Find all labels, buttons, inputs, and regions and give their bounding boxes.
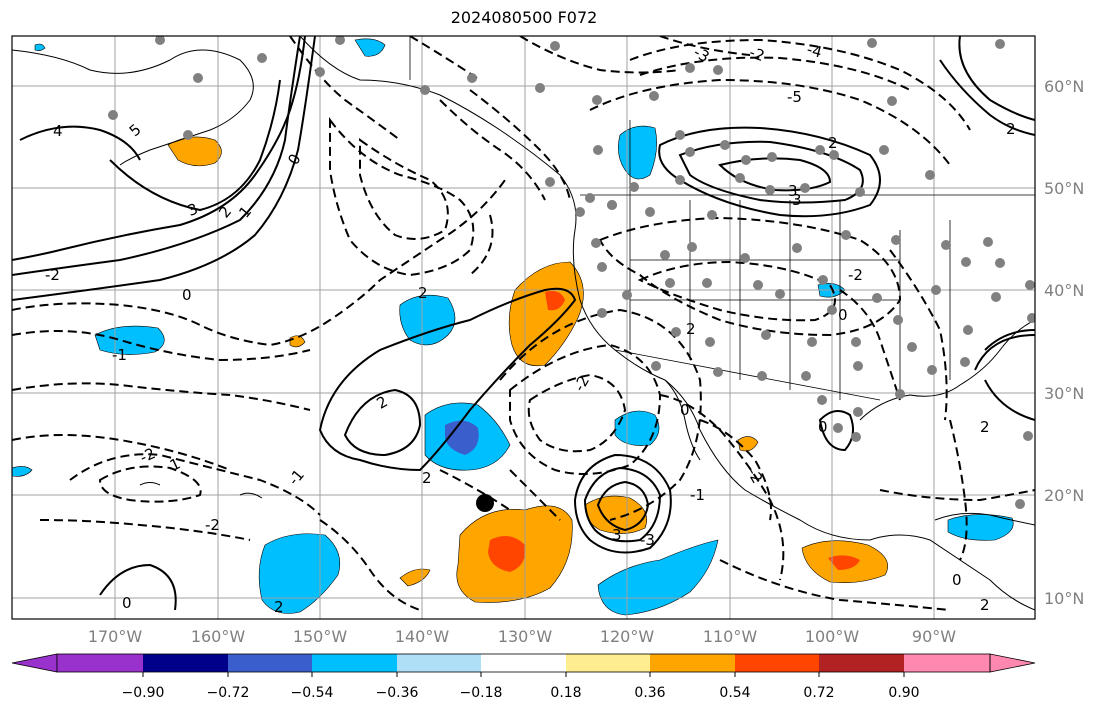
colorbar-segment xyxy=(904,654,990,672)
lon-label-100w: 100°W xyxy=(805,627,860,646)
contour-label: 2 xyxy=(418,284,428,302)
lon-label-90w: 90°W xyxy=(912,627,956,646)
colorbar-low-extend xyxy=(11,653,58,673)
contour-label: -5 xyxy=(787,88,802,106)
lon-label-130w: 130°W xyxy=(498,627,553,646)
colorbar-segment xyxy=(57,654,143,672)
lat-label-10n: 10°N xyxy=(1044,589,1084,608)
contour-label: -2 xyxy=(205,516,220,534)
positive-contours xyxy=(12,36,1035,611)
colorbar-segment xyxy=(228,654,312,672)
contour-label: -1 xyxy=(112,346,127,364)
contour-label: 0 xyxy=(838,306,848,324)
colorbar-tick-label: 0.72 xyxy=(803,685,834,701)
contour-label: 3 xyxy=(612,526,622,544)
lat-label-30n: 30°N xyxy=(1044,384,1084,403)
positive-core xyxy=(545,291,565,311)
colorbar-segment xyxy=(819,654,904,672)
shaded-fields xyxy=(12,38,1014,616)
colorbar: −0.90 −0.72 −0.54 −0.36 −0.18 0.18 0.36 … xyxy=(11,653,1036,701)
station-markers xyxy=(108,36,1035,509)
negative-patch xyxy=(12,466,33,477)
contour-label: 2 xyxy=(980,418,990,436)
lon-label-170w: 170°W xyxy=(88,627,143,646)
contour-label: 2 xyxy=(980,596,990,614)
contour-label: -2 xyxy=(747,43,767,65)
colorbar-segment xyxy=(566,654,650,672)
negative-patch xyxy=(618,125,657,180)
contour-label: 0 xyxy=(818,418,828,436)
contour-label: 2 xyxy=(828,134,838,152)
colorbar-segment xyxy=(143,654,228,672)
contour-label: 4 xyxy=(53,122,63,140)
lat-label-50n: 50°N xyxy=(1044,179,1084,198)
contour-label: -4 xyxy=(805,40,824,61)
negative-patch xyxy=(94,325,165,355)
colorbar-tick-label: 0.18 xyxy=(550,685,581,701)
colorbar-tick-label: −0.18 xyxy=(460,685,503,701)
colorbar-high-extend xyxy=(989,653,1036,673)
contour-label: -2 xyxy=(848,266,863,284)
positive-patch xyxy=(737,436,759,452)
colorbar-tick-label: −0.36 xyxy=(376,685,419,701)
contour-label: 0 xyxy=(182,286,192,304)
contour-labels: 4 5 3 2 1 0 -1 -2 2 0 2 -2 1 -2 -1 0 2 2… xyxy=(45,40,1016,616)
colorbar-tick-label: 0.36 xyxy=(634,685,665,701)
positive-core xyxy=(488,536,526,572)
storm-center-marker xyxy=(476,494,494,512)
negative-patch xyxy=(34,43,46,51)
lat-label-20n: 20°N xyxy=(1044,486,1084,505)
lon-label-160w: 160°W xyxy=(191,627,246,646)
positive-patch xyxy=(508,261,584,367)
graticule xyxy=(12,36,1035,619)
positive-patch xyxy=(584,495,647,534)
negative-patch xyxy=(399,294,456,346)
lat-label-60n: 60°N xyxy=(1044,77,1084,96)
contour-label: 3 xyxy=(792,191,802,209)
colorbar-segment xyxy=(735,654,819,672)
negative-patch xyxy=(614,410,660,446)
colorbar-ticks xyxy=(142,672,905,677)
negative-patch xyxy=(947,514,1014,541)
negative-contours xyxy=(12,36,1035,611)
contour-label: 2 xyxy=(1006,120,1016,138)
colorbar-segment xyxy=(481,654,566,672)
colorbar-segment xyxy=(650,654,735,672)
colorbar-tick-label: −0.72 xyxy=(207,685,250,701)
negative-patch xyxy=(354,38,386,57)
contour-label: 0 xyxy=(122,594,132,612)
colorbar-tick-label: −0.90 xyxy=(122,685,165,701)
contour-label: 2 xyxy=(686,320,696,338)
lon-label-150w: 150°W xyxy=(293,627,348,646)
contour-label: 2 xyxy=(274,598,284,616)
lon-label-120w: 120°W xyxy=(600,627,655,646)
negative-core xyxy=(445,420,479,455)
negative-patch xyxy=(597,539,719,616)
contour-label: 3 xyxy=(788,182,798,200)
colorbar-tick-label: 0.90 xyxy=(888,685,919,701)
contour-label: 0 xyxy=(952,571,962,589)
contour-label: 2 xyxy=(422,469,432,487)
lon-label-110w: 110°W xyxy=(703,627,758,646)
map-frame xyxy=(11,35,1036,620)
contour-label: 0 xyxy=(680,401,690,419)
lon-label-140w: 140°W xyxy=(395,627,450,646)
contour-label: -3 xyxy=(640,531,655,549)
map-title: 2024080500 F072 xyxy=(450,8,598,27)
latitude-labels: 60°N 50°N 40°N 30°N 20°N 10°N xyxy=(1044,77,1084,608)
lat-label-40n: 40°N xyxy=(1044,281,1084,300)
positive-patch xyxy=(289,335,306,348)
longitude-labels: 170°W 160°W 150°W 140°W 130°W 120°W 110°… xyxy=(88,627,956,646)
contour-label: -1 xyxy=(690,486,705,504)
colorbar-tick-label: −0.54 xyxy=(291,685,334,701)
colorbar-tick-label: 0.54 xyxy=(719,685,750,701)
political-borders xyxy=(409,36,1035,401)
contour-label: -2 xyxy=(45,266,60,284)
colorbar-segment xyxy=(312,654,397,672)
positive-core xyxy=(828,555,860,570)
colorbar-outline xyxy=(56,653,991,673)
contour-label: -2 xyxy=(137,444,158,467)
colorbar-segment xyxy=(397,654,481,672)
